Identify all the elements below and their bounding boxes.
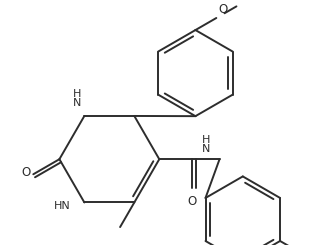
Text: H
N: H N	[73, 89, 82, 108]
Text: O: O	[187, 195, 197, 208]
Text: O: O	[21, 166, 30, 179]
Text: O: O	[218, 3, 227, 16]
Text: HN: HN	[54, 201, 71, 211]
Text: H
N: H N	[202, 135, 210, 154]
